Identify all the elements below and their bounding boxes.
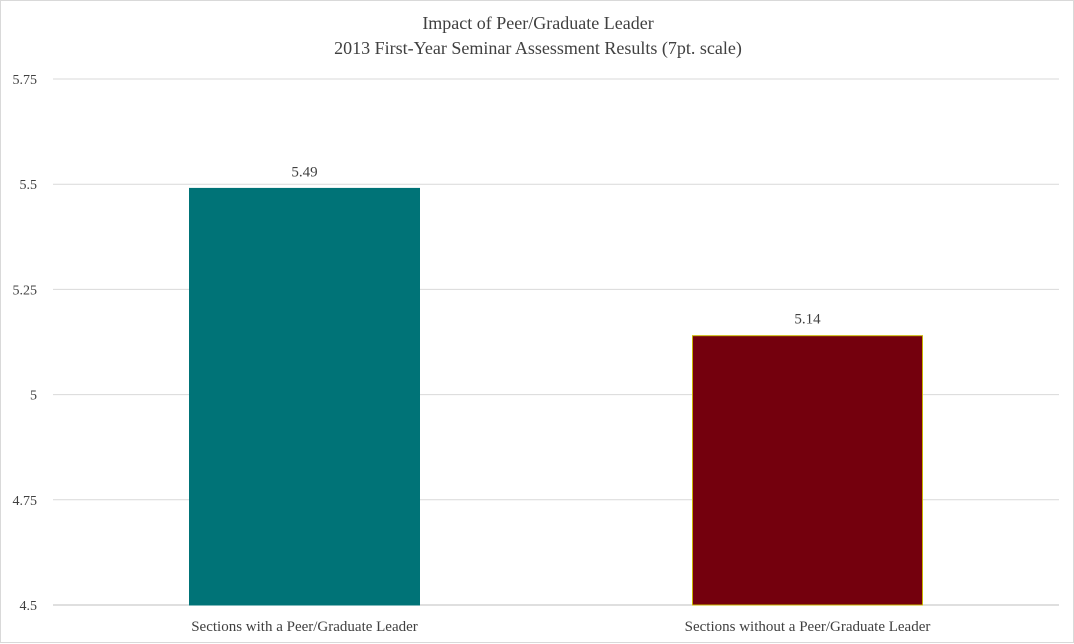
y-tick-label: 5.75 [13, 73, 38, 88]
data-label: 5.49 [291, 164, 317, 180]
x-axis-category-labels: Sections with a Peer/Graduate Leader Sect… [191, 619, 930, 635]
y-tick-label: 5.25 [13, 283, 38, 298]
bar [692, 335, 923, 606]
y-tick-label: 4.75 [13, 494, 38, 509]
x-category-label: Sections without a Peer/Graduate Leader [685, 619, 931, 635]
bars [189, 187, 923, 606]
y-tick-label: 5 [30, 389, 37, 404]
y-tick-label: 5.5 [20, 178, 38, 193]
data-label: 5.14 [794, 312, 821, 328]
chart-subtitle: 2013 First-Year Seminar Assessment Resul… [334, 38, 742, 59]
x-category-label: Sections with a Peer/Graduate Leader [191, 619, 418, 635]
y-axis-tick-labels: 4.5 4.75 5 5.25 5.5 5.75 [13, 73, 38, 614]
data-labels: 5.49 5.14 [291, 164, 821, 327]
bar [189, 187, 420, 606]
chart-title: Impact of Peer/Graduate Leader [422, 13, 653, 33]
y-tick-label: 4.5 [20, 599, 38, 614]
